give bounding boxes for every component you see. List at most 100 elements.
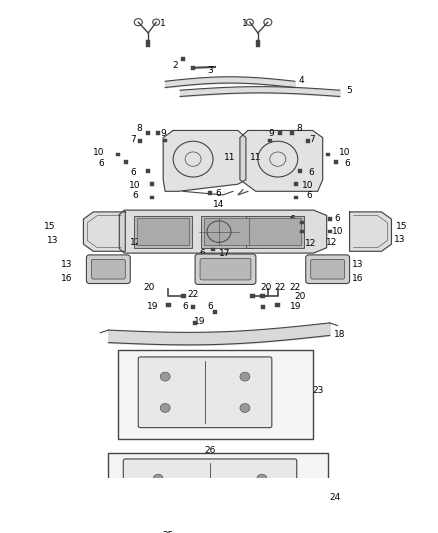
Text: 22: 22: [274, 282, 286, 292]
Text: 25: 25: [140, 352, 151, 361]
Text: 15: 15: [396, 222, 407, 231]
Text: 25: 25: [162, 531, 174, 533]
Bar: [328, 217, 332, 221]
Text: 9: 9: [268, 128, 274, 138]
Text: 11: 11: [250, 153, 261, 162]
Text: 2: 2: [173, 59, 183, 70]
Bar: [251, 294, 255, 298]
Circle shape: [153, 474, 163, 483]
Text: 19: 19: [290, 302, 301, 311]
Bar: [138, 140, 142, 143]
Bar: [163, 139, 167, 142]
Bar: [294, 196, 298, 199]
Text: 20: 20: [144, 282, 155, 292]
Text: 6: 6: [133, 191, 138, 200]
Bar: [211, 248, 215, 251]
Circle shape: [153, 505, 163, 514]
Text: 18: 18: [334, 330, 346, 339]
Bar: [294, 182, 298, 186]
Text: 1: 1: [160, 19, 166, 28]
Bar: [134, 215, 192, 248]
FancyBboxPatch shape: [200, 259, 251, 280]
Bar: [191, 305, 195, 309]
Text: 12: 12: [130, 238, 141, 247]
Bar: [246, 215, 304, 248]
Text: 10: 10: [339, 148, 350, 157]
Text: 1: 1: [242, 19, 248, 28]
Bar: [256, 44, 260, 47]
Bar: [180, 294, 186, 298]
Bar: [191, 66, 195, 70]
Bar: [249, 218, 301, 245]
Text: 12: 12: [305, 239, 316, 248]
Text: 13: 13: [394, 235, 405, 244]
Text: 8: 8: [137, 124, 142, 133]
Text: 10: 10: [281, 227, 293, 236]
Text: 6: 6: [207, 302, 213, 311]
Circle shape: [257, 505, 267, 514]
Text: 20: 20: [295, 292, 306, 301]
Bar: [334, 160, 338, 164]
Bar: [306, 140, 310, 143]
Bar: [156, 131, 160, 135]
Text: 10: 10: [93, 148, 104, 157]
Text: 10: 10: [302, 181, 314, 190]
Text: 20: 20: [261, 282, 272, 292]
Bar: [166, 303, 171, 307]
Circle shape: [240, 372, 250, 381]
Text: 3: 3: [207, 66, 213, 75]
Bar: [208, 191, 212, 195]
FancyBboxPatch shape: [92, 260, 125, 279]
Bar: [326, 153, 330, 156]
Text: 4: 4: [299, 76, 304, 85]
Text: 22: 22: [290, 282, 301, 292]
Text: 6: 6: [131, 168, 136, 177]
Text: 26: 26: [127, 408, 138, 417]
Bar: [256, 40, 260, 44]
Text: 6: 6: [307, 191, 313, 200]
Bar: [124, 160, 128, 164]
Bar: [201, 215, 253, 248]
Bar: [137, 218, 189, 245]
Text: 6: 6: [99, 159, 104, 168]
Text: 7: 7: [131, 135, 136, 144]
Text: 6: 6: [345, 159, 350, 168]
FancyBboxPatch shape: [306, 255, 350, 284]
Text: 7: 7: [309, 135, 314, 144]
Text: 22: 22: [187, 290, 199, 299]
Text: 10: 10: [332, 227, 343, 236]
Bar: [181, 57, 185, 61]
Bar: [146, 40, 150, 44]
Text: 6: 6: [199, 248, 205, 257]
FancyBboxPatch shape: [124, 459, 297, 532]
Circle shape: [160, 403, 170, 413]
Circle shape: [257, 474, 267, 483]
Text: 15: 15: [44, 222, 56, 231]
Text: 16: 16: [352, 273, 363, 282]
FancyBboxPatch shape: [311, 260, 345, 279]
Circle shape: [240, 403, 250, 413]
Polygon shape: [83, 212, 125, 251]
Bar: [328, 230, 332, 233]
Bar: [150, 196, 154, 199]
Bar: [268, 139, 272, 142]
Text: 19: 19: [194, 317, 206, 326]
Text: 6: 6: [335, 214, 340, 223]
Text: 23: 23: [312, 385, 323, 394]
Text: 13: 13: [352, 260, 363, 269]
Text: 16: 16: [61, 273, 72, 282]
Bar: [290, 131, 294, 135]
Text: 26: 26: [205, 447, 216, 455]
Bar: [300, 221, 304, 224]
Polygon shape: [240, 131, 323, 191]
Text: 10: 10: [129, 181, 140, 190]
Text: 13: 13: [47, 236, 59, 245]
Text: 19: 19: [147, 302, 158, 311]
Text: 14: 14: [213, 200, 225, 209]
FancyBboxPatch shape: [138, 357, 272, 427]
Text: 11: 11: [224, 153, 236, 162]
Text: 24: 24: [329, 493, 340, 502]
Text: 17: 17: [219, 248, 231, 257]
Text: 8: 8: [297, 124, 303, 133]
Text: 6: 6: [289, 215, 295, 223]
